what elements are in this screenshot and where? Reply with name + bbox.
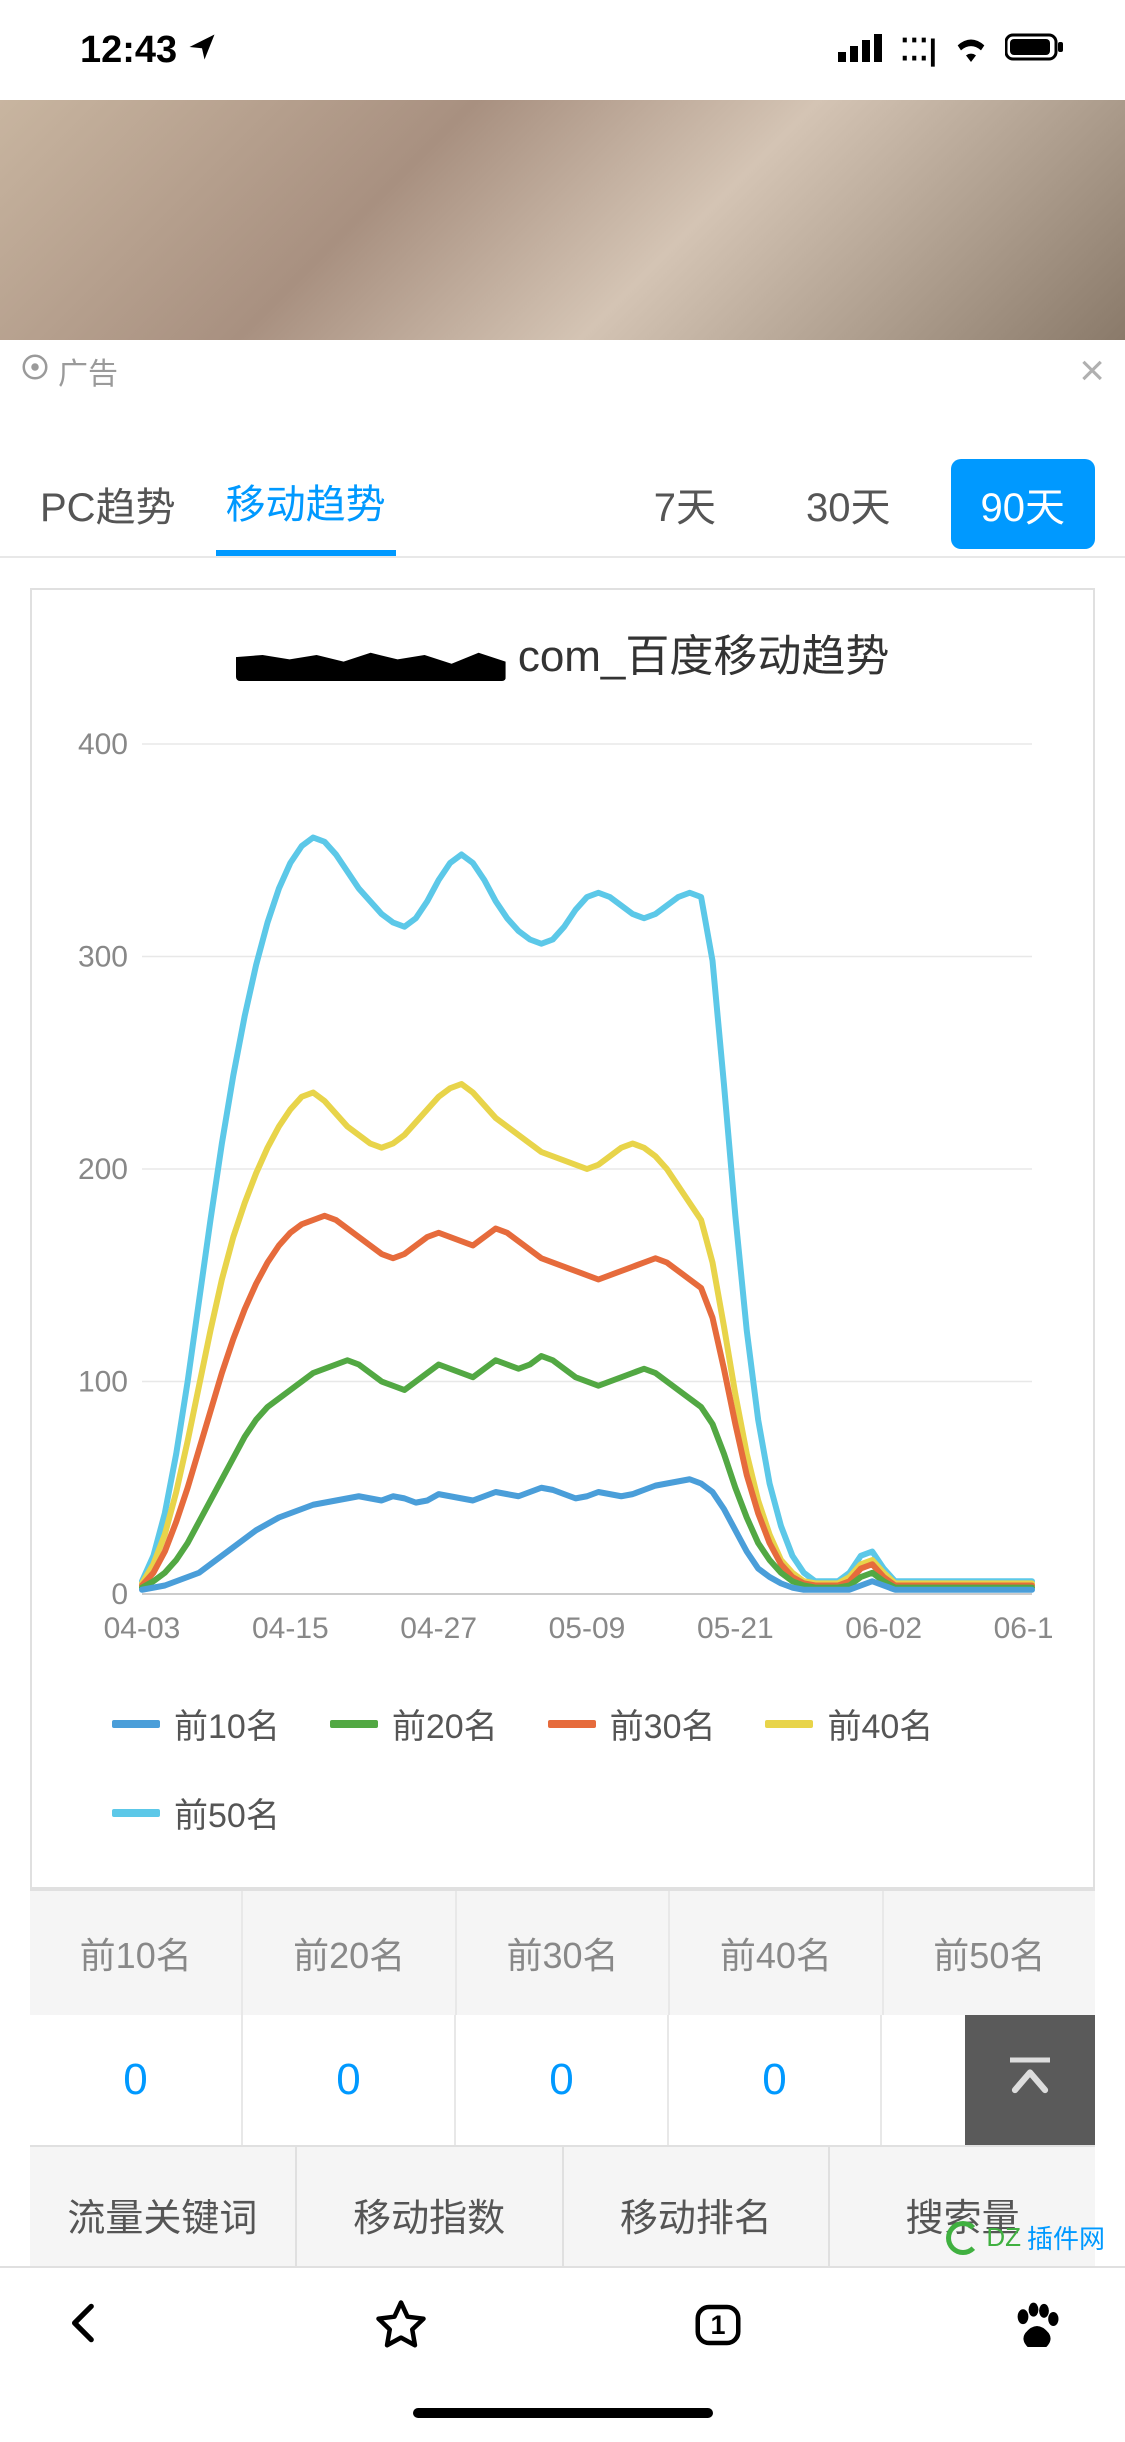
keyword-tabs: 流量关键词移动指数移动排名搜索量: [30, 2145, 1095, 2284]
keyword-tab[interactable]: 移动指数: [297, 2147, 564, 2282]
chart-title-redacted: [236, 637, 506, 681]
legend-label: 前50名: [174, 1788, 280, 1837]
svg-text:300: 300: [78, 941, 128, 974]
keyword-tab[interactable]: 搜索量: [830, 2147, 1095, 2282]
svg-text:400: 400: [78, 728, 128, 761]
signal-alt-icon: ⁚⁚⁚|: [900, 33, 937, 68]
legend-item[interactable]: 前30名: [548, 1699, 716, 1748]
home-indicator[interactable]: [413, 2408, 713, 2418]
svg-text:05-21: 05-21: [697, 1612, 774, 1645]
watermark-logo-icon: [946, 2221, 980, 2255]
chart-title-suffix: com_百度移动趋势: [518, 632, 890, 681]
legend-label: 前30名: [610, 1699, 716, 1748]
time-90d[interactable]: 90天: [951, 459, 1096, 549]
wifi-icon: [951, 29, 991, 72]
trend-tabs: PC趋势 移动趋势 7天 30天 90天: [0, 422, 1125, 558]
time-7d[interactable]: 7天: [624, 459, 746, 549]
battery-icon: [1005, 29, 1065, 72]
keyword-tab[interactable]: 流量关键词: [30, 2147, 297, 2282]
nav-back-icon[interactable]: [60, 2298, 110, 2353]
legend-label: 前20名: [392, 1699, 498, 1748]
legend-item[interactable]: 前40名: [765, 1699, 933, 1748]
legend-label: 前10名: [174, 1699, 280, 1748]
nav-favorite-icon[interactable]: [374, 2298, 428, 2357]
trend-chart: 0 100 200 300 400 04-03 04-15 04-27 05-09 05-21 06…: [52, 704, 1052, 1664]
ad-provider-icon: [20, 352, 50, 390]
legend-swatch-icon: [112, 1720, 160, 1728]
watermark-text2: 插件网: [1027, 2219, 1105, 2256]
ad-label-row: 广告 ×: [0, 340, 1125, 402]
stats-header-cell: 前30名: [457, 1891, 670, 2015]
svg-text:06-14: 06-14: [994, 1612, 1052, 1645]
ad-banner[interactable]: [0, 100, 1125, 340]
legend-swatch-icon: [765, 1720, 813, 1728]
svg-text:04-03: 04-03: [104, 1612, 181, 1645]
stats-value-cell: 0: [669, 2015, 882, 2145]
nav-baidu-icon[interactable]: [1009, 2298, 1065, 2359]
stats-header-cell: 前40名: [670, 1891, 883, 2015]
watermark: DZ插件网: [946, 2219, 1105, 2256]
svg-text:200: 200: [78, 1153, 128, 1186]
legend-item[interactable]: 前20名: [330, 1699, 498, 1748]
nav-notification-icon[interactable]: 1: [691, 2298, 745, 2357]
status-time: 12:43: [80, 29, 177, 72]
legend-item[interactable]: 前10名: [112, 1699, 280, 1748]
legend-swatch-icon: [112, 1809, 160, 1817]
tab-mobile-trend[interactable]: 移动趋势: [216, 452, 396, 556]
tab-pc-trend[interactable]: PC趋势: [30, 455, 186, 553]
location-icon: [187, 29, 217, 72]
time-30d[interactable]: 30天: [776, 459, 921, 549]
chart-title: com_百度移动趋势: [52, 620, 1073, 684]
status-bar: 12:43 ⁚⁚⁚|: [0, 0, 1125, 100]
stats-header-cell: 前20名: [243, 1891, 456, 2015]
svg-text:04-27: 04-27: [400, 1612, 477, 1645]
svg-text:04-15: 04-15: [252, 1612, 329, 1645]
cellular-icon: [838, 29, 886, 72]
svg-text:1: 1: [711, 2310, 726, 2340]
svg-text:0: 0: [111, 1578, 128, 1611]
ad-label-text: 广告: [58, 349, 118, 393]
watermark-text1: DZ: [986, 2222, 1021, 2253]
legend-label: 前40名: [827, 1699, 933, 1748]
stats-header-cell: 前10名: [30, 1891, 243, 2015]
legend-swatch-icon: [548, 1720, 596, 1728]
stats-value-cell: 0: [456, 2015, 669, 2145]
stats-header-row: 前10名前20名前30名前40名前50名: [30, 1889, 1095, 2015]
svg-text:05-09: 05-09: [549, 1612, 626, 1645]
stats-values-row: 0000: [30, 2015, 1095, 2145]
svg-text:06-02: 06-02: [845, 1612, 922, 1645]
legend-swatch-icon: [330, 1720, 378, 1728]
legend-item[interactable]: 前50名: [112, 1788, 280, 1837]
stats-header-cell: 前50名: [884, 1891, 1095, 2015]
chart-legend: 前10名 前20名 前30名 前40名前50名: [52, 1669, 1073, 1857]
svg-text:100: 100: [78, 1366, 128, 1399]
scroll-top-button[interactable]: [965, 2015, 1095, 2145]
chart-container: com_百度移动趋势 010020030040004-0304-1504-270…: [30, 588, 1095, 1889]
stats-value-cell: 0: [243, 2015, 456, 2145]
ad-close-icon[interactable]: ×: [1079, 346, 1105, 396]
stats-value-cell: 0: [30, 2015, 243, 2145]
keyword-tab[interactable]: 移动排名: [564, 2147, 831, 2282]
